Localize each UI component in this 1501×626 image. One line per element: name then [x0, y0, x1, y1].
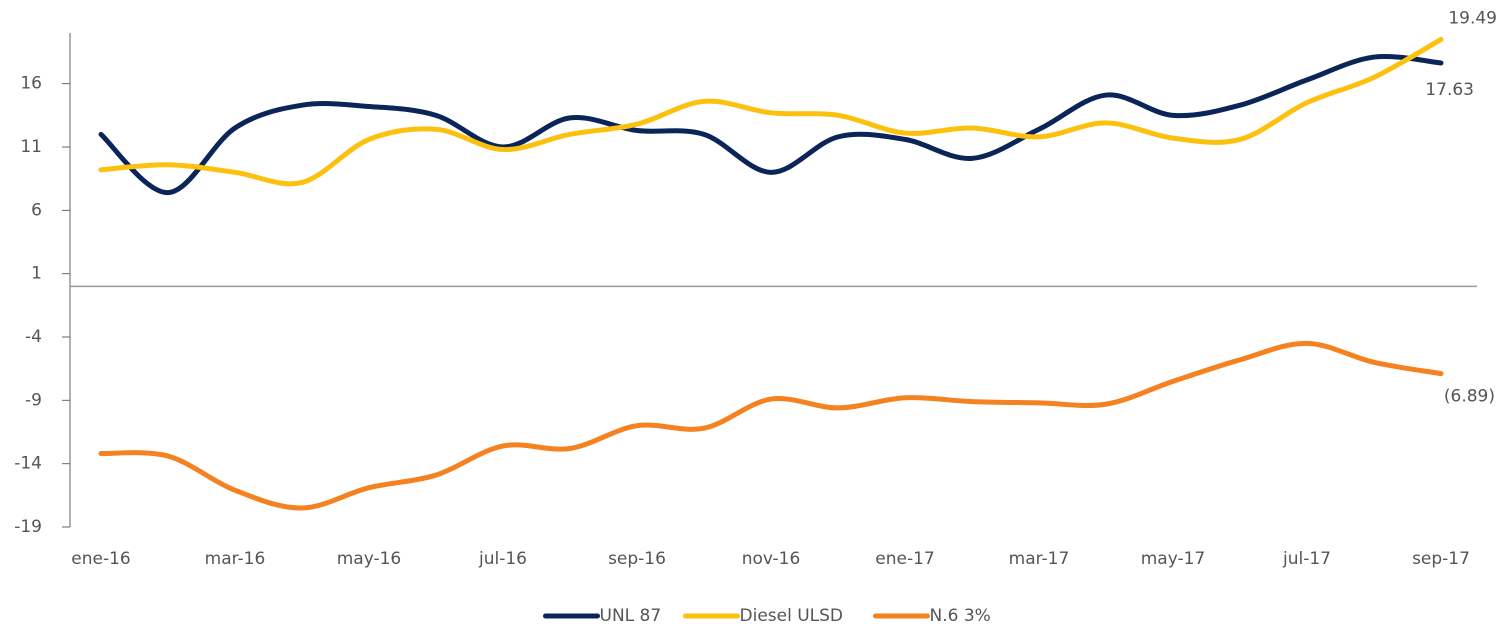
series-line [98, 36, 1444, 187]
x-tick-label: jul-16 [478, 549, 527, 569]
x-tick-label: ene-17 [875, 549, 934, 569]
x-tick-label: may-16 [337, 549, 402, 569]
series-line [98, 53, 1444, 196]
y-tick-label: 16 [20, 74, 42, 94]
data-label: 19.49 [1448, 8, 1497, 28]
y-tick-label: -9 [25, 390, 42, 410]
legend-label: Diesel ULSD [740, 606, 844, 626]
data-label: (6.89) [1444, 387, 1495, 407]
x-tick-label: jul-17 [1282, 549, 1331, 569]
legend-label: UNL 87 [600, 606, 662, 626]
x-tick-label: ene-16 [71, 549, 130, 569]
x-tick-label: mar-16 [205, 549, 266, 569]
x-tick-label: mar-17 [1009, 549, 1070, 569]
series-line [98, 340, 1444, 511]
x-tick-label: sep-17 [1412, 549, 1470, 569]
y-tick-label: 1 [31, 264, 42, 284]
y-tick-label: 6 [31, 200, 42, 220]
x-tick-label: nov-16 [742, 549, 801, 569]
y-tick-label: 11 [20, 137, 42, 157]
x-tick-label: may-17 [1141, 549, 1206, 569]
legend-label: N.6 3% [930, 606, 991, 626]
data-label: 17.63 [1425, 80, 1474, 100]
y-tick-label: -4 [25, 327, 42, 347]
y-tick-label: -14 [14, 454, 42, 474]
y-tick-label: -19 [14, 517, 42, 537]
x-tick-label: sep-16 [608, 549, 666, 569]
